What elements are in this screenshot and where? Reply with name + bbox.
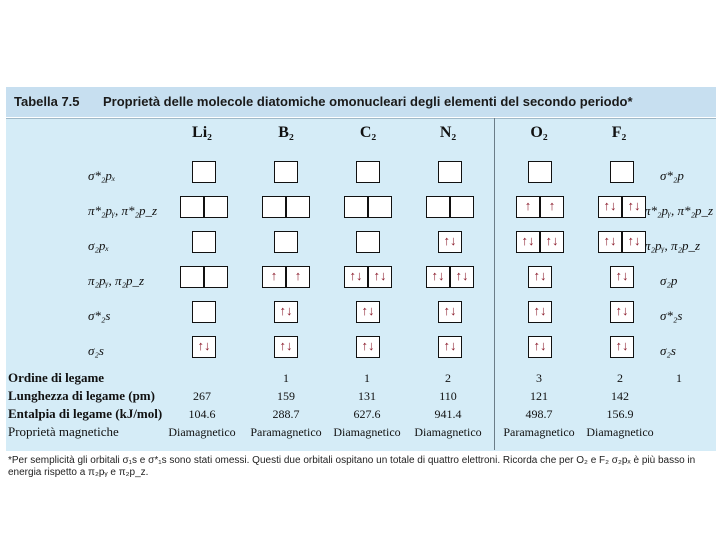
bond-enthalpy-value: 288.7 (272, 407, 300, 421)
bond-order-value: 1 (283, 371, 289, 385)
footnote: *Per semplicità gli orbitali σ₁s e σ*₁s … (8, 455, 696, 478)
orbital-box (356, 231, 380, 253)
bond-length-value: 142 (611, 389, 629, 403)
orbital-box (356, 161, 380, 183)
orbital-box: ↑↓ (438, 336, 462, 358)
orbital-box: ↑↓ (438, 301, 462, 323)
bond-order-value: 1 (676, 371, 682, 385)
molecule-n2: N₂ (439, 124, 457, 141)
orbital-box: ↑↓ (598, 231, 622, 253)
orbital-box (192, 161, 216, 183)
orbital-box: ↑↓ (528, 336, 552, 358)
orbital-box: ↑↓ (516, 231, 540, 253)
orbital-box (180, 266, 204, 288)
orbital-box: ↑↓ (192, 336, 216, 358)
orbital-box: ↑↓ (622, 231, 646, 253)
magnetic-value: Diamagnetico (414, 425, 482, 439)
table-title: Proprietà delle molecole diatomiche omon… (103, 94, 633, 109)
orbital-box (262, 196, 286, 218)
orbital-label-right: π*₂pᵧ, π*₂p_z (644, 203, 714, 218)
orbital-box (204, 196, 228, 218)
orbital-box (286, 196, 310, 218)
table-header: Tabella 7.5 Proprietà delle molecole dia… (6, 87, 716, 117)
orbital-box: ↑↓ (274, 336, 298, 358)
orbital-box: ↑↓ (274, 301, 298, 323)
column-separator (494, 118, 495, 450)
row-label-bond-length: Lunghezza di legame (pm) (8, 388, 155, 403)
bond-length-value: 110 (439, 389, 457, 403)
orbital-box: ↑↓ (610, 301, 634, 323)
row-label-magnetic: Proprietà magnetiche (8, 424, 119, 439)
bond-enthalpy-value: 156.9 (606, 407, 634, 421)
orbital-label-right: σ*₂s (660, 308, 683, 323)
orbital-box: ↑ (262, 266, 286, 288)
orbital-box: ↑↓ (356, 336, 380, 358)
orbital-box: ↑↓ (528, 266, 552, 288)
orbital-box (180, 196, 204, 218)
orbital-box (438, 161, 462, 183)
orbital-box (450, 196, 474, 218)
molecule-f2: F₂ (611, 124, 627, 141)
molecule-c2: C₂ (359, 124, 377, 141)
orbital-box: ↑↓ (356, 301, 380, 323)
orbital-box: ↑↓ (368, 266, 392, 288)
orbital-box (192, 301, 216, 323)
bond-enthalpy-value: 627.6 (353, 407, 381, 421)
molecule-li2: Li₂ (192, 124, 212, 141)
bond-length-value: 121 (530, 389, 548, 403)
table-number: Tabella 7.5 (14, 94, 80, 109)
orbital-box (344, 196, 368, 218)
orbital-label-left: σ₂s (88, 343, 104, 358)
bond-enthalpy-value: 941.4 (434, 407, 462, 421)
orbital-box: ↑↓ (610, 336, 634, 358)
orbital-box: ↑ (540, 196, 564, 218)
bond-order-value: 2 (445, 371, 451, 385)
magnetic-value: Paramagnetico (250, 425, 322, 439)
orbital-box: ↑↓ (598, 196, 622, 218)
bond-length-value: 159 (277, 389, 295, 403)
orbital-label-right: σ₂p (660, 273, 678, 288)
magnetic-value: Diamagnetico (586, 425, 654, 439)
molecule-b2: B₂ (278, 124, 294, 141)
orbital-box (192, 231, 216, 253)
orbital-label-left: σ*₂s (88, 308, 111, 323)
orbital-box (204, 266, 228, 288)
orbital-label-left: σ*₂pₓ (88, 168, 116, 183)
orbital-label-right: σ*₂p (660, 168, 684, 183)
orbital-box: ↑↓ (450, 266, 474, 288)
orbital-box (368, 196, 392, 218)
orbital-box (610, 161, 634, 183)
orbital-box (274, 161, 298, 183)
orbital-label-left: π*₂pᵧ, π*₂p_z (88, 203, 158, 218)
molecule-o2: O₂ (530, 124, 548, 141)
orbital-box (426, 196, 450, 218)
bond-order-value: 3 (536, 371, 542, 385)
orbital-box: ↑↓ (426, 266, 450, 288)
magnetic-value: Paramagnetico (503, 425, 575, 439)
orbital-box: ↑ (516, 196, 540, 218)
bond-enthalpy-value: 104.6 (188, 407, 216, 421)
orbital-box: ↑↓ (344, 266, 368, 288)
bond-order-value: 1 (364, 371, 370, 385)
bond-enthalpy-value: 498.7 (525, 407, 553, 421)
orbital-label-right: π₂pᵧ, π₂p_z (644, 238, 701, 253)
orbital-box (528, 161, 552, 183)
orbital-label-right: σ₂s (660, 343, 676, 358)
orbital-box: ↑ (286, 266, 310, 288)
magnetic-value: Diamagnetico (333, 425, 401, 439)
bond-length-value: 131 (358, 389, 376, 403)
orbital-box (274, 231, 298, 253)
bond-order-value: 2 (617, 371, 623, 385)
orbital-box: ↑↓ (540, 231, 564, 253)
magnetic-value: Diamagnetico (168, 425, 236, 439)
bond-length-value: 267 (193, 389, 211, 403)
orbital-label-left: π₂pᵧ, π₂p_z (88, 273, 145, 288)
row-label-bond-order: Ordine di legame (8, 370, 105, 385)
row-label-bond-enthalpy: Entalpia di legame (kJ/mol) (8, 406, 163, 421)
orbital-box: ↑↓ (438, 231, 462, 253)
orbital-label-left: σ₂pₓ (88, 238, 110, 253)
orbital-box: ↑↓ (622, 196, 646, 218)
orbital-box: ↑↓ (610, 266, 634, 288)
orbital-box: ↑↓ (528, 301, 552, 323)
